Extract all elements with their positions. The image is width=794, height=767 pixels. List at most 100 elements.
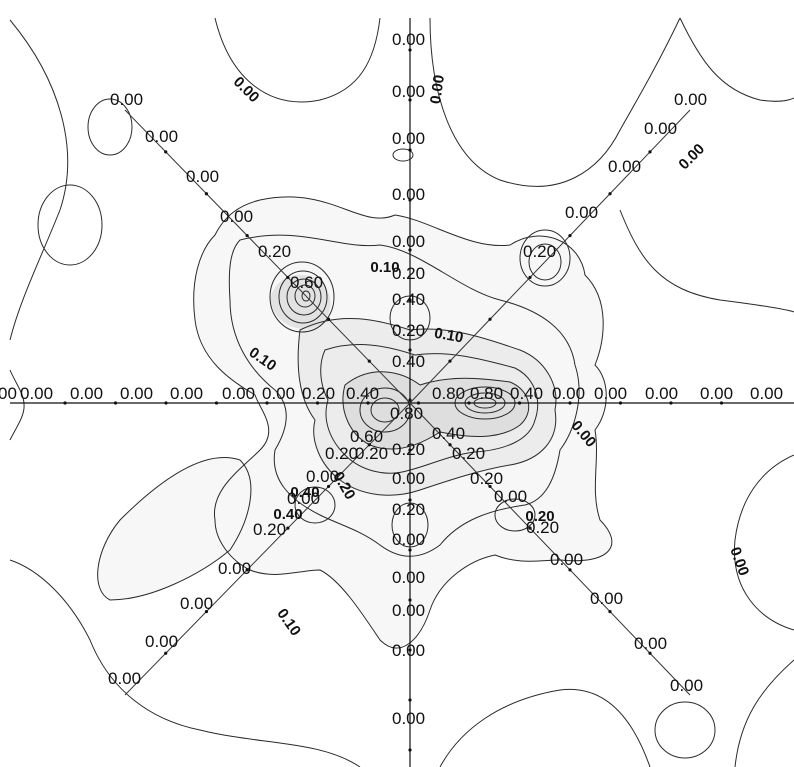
contour-line [286,278,322,316]
probe-value-diagonal-lower-left-5: 0.00 [218,559,251,578]
probe-value-diagonal-lower-right-2: 0.20 [470,469,503,488]
contour-line [654,701,716,759]
contour-label-1: 0.00 [427,74,448,105]
probe-value-vertical-18: 0.00 [392,709,425,728]
probe-value-horizontal-7: 0.20 [302,384,335,403]
probe-point-diagonal-0 [326,317,331,321]
probe-point-diagonal-0 [286,275,290,280]
probe-value-horizontal-1: 0.00 [20,384,53,403]
probe-point-horizontal [214,401,219,405]
probe-value-vertical-8: 0.40 [392,352,425,371]
contour-line [97,457,252,601]
contour-line [37,184,103,266]
probe-point-horizontal [63,401,67,405]
probe-point-diagonal-3 [568,568,572,572]
probe-point-diagonal-1 [608,192,612,196]
probe-value-diagonal-lower-right-0: 0.40 [432,424,465,443]
probe-point-vertical [408,548,412,552]
probe-point-diagonal-1 [568,233,572,238]
probe-value-diagonal-upper-right-2: 0.00 [608,157,641,176]
contour-line [619,209,794,313]
probe-point-horizontal [517,401,522,405]
probe-point-diagonal-3 [608,609,612,614]
contour-line [370,397,400,423]
contour-line [439,688,651,767]
probe-value-horizontal-13: 0.00 [594,384,627,403]
probe-point-horizontal [568,401,572,405]
contour-label-8: 0.10 [433,325,465,347]
probe-value-horizontal-4: 0.00 [170,384,203,403]
probe-point-vertical [408,198,412,202]
probe-point-diagonal-2 [245,568,249,572]
probe-point-diagonal-2 [367,443,371,447]
contour-line [87,98,133,156]
probe-value-vertical-0: 0.00 [392,30,425,49]
contour-label-7: 0.10 [370,259,399,276]
probe-point-vertical [408,48,412,52]
probe-point-vertical [408,598,412,602]
probe-value-vertical-1: 0.00 [392,82,425,101]
probe-value-vertical-5: 0.20 [392,264,425,283]
probe-point-diagonal-3 [448,443,452,447]
diagonal-axis-upper-left [124,109,411,404]
axes-group [10,18,794,767]
diagonal-axis-lower-left [124,402,411,696]
probe-point-diagonal-3 [528,526,532,530]
probe-point-vertical [408,298,412,302]
probe-point-vertical [408,648,412,652]
contour-line [9,559,361,767]
probe-point-vertical [408,98,412,102]
probe-value-diagonal-upper-left-0: 0.00 [110,90,143,109]
probe-value-diagonal-upper-right-0: 0.00 [674,90,707,109]
probe-point-vertical [408,248,412,252]
probe-point-vertical [408,748,412,752]
probe-value-vertical-7: 0.20 [392,321,425,340]
probe-value-vertical-12: 0.00 [392,469,425,488]
contour-line [679,17,794,102]
probe-value-diagonal-lower-right-6: 0.00 [590,589,623,608]
contour-label-11: 0.40 [273,506,302,523]
probe-point-vertical [408,348,412,352]
probe-point-horizontal [164,401,168,405]
probe-point-diagonal-1 [528,275,532,280]
probe-value-diagonal-lower-right-8: 0.00 [670,676,703,695]
probe-point-horizontal [669,401,673,405]
contour-lines [9,17,794,767]
probe-point-horizontal [366,401,370,405]
probe-point-diagonal-2 [286,526,290,530]
probe-value-diagonal-upper-left-2: 0.00 [186,167,219,186]
diagonal-axis-upper-right [409,109,691,404]
probe-point-horizontal [467,401,471,405]
band-peak-left [270,275,331,329]
probe-point-diagonal-3 [488,484,492,489]
probe-value-diagonal-upper-right-4: 0.20 [523,242,556,261]
contour-line [9,19,69,341]
probe-value-diagonal-upper-left-4: 0.20 [258,242,291,261]
contour-line [278,270,328,324]
probe-point-diagonal-0 [204,192,209,196]
probe-point-horizontal [113,401,118,405]
probe-value-diagonal-lower-left-8: 0.00 [108,669,141,688]
probe-point-diagonal-2 [164,651,168,655]
probe-value-vertical-6: 0.40 [392,290,425,309]
probe-value-horizontal-11: 0.40 [510,384,543,403]
probe-point-diagonal-0 [367,359,371,363]
probe-point-horizontal [719,401,724,405]
probe-point-diagonal-1 [648,150,652,154]
probe-value-vertical-3: 0.00 [392,185,425,204]
probe-value-diagonal-lower-left-1: 0.20 [325,444,358,463]
probe-point-diagonal-0 [164,150,168,154]
probe-value-horizontal-3: 0.00 [120,384,153,403]
probe-point-horizontal [618,401,623,405]
contour-line [228,234,580,557]
probe-value-diagonal-upper-right-3: 0.00 [565,203,598,222]
probe-point-vertical [408,498,412,502]
probe-point-diagonal-0 [245,233,249,238]
probe-value-diagonal-lower-right-5: 0.00 [550,550,583,569]
probe-point-vertical [408,448,412,452]
probe-value-diagonal-lower-right-4: 0.20 [526,518,559,537]
diagonal-axis-lower-right [409,402,691,696]
probe-value-diagonal-lower-left-3: 0.00 [287,489,320,508]
probe-value-vertical-2: 0.00 [392,129,425,148]
contour-line [294,486,336,524]
